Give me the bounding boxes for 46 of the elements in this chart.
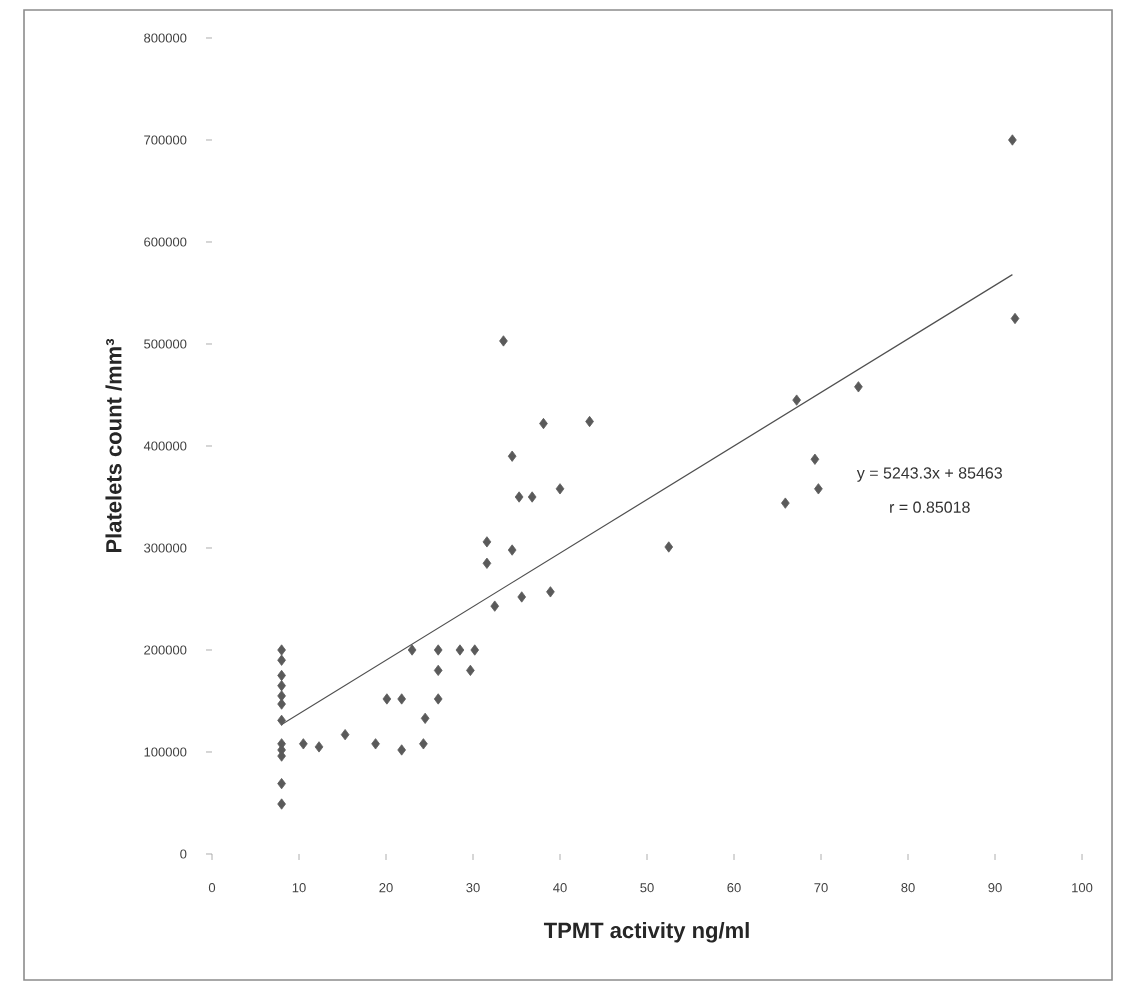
point [299,738,308,750]
point [490,600,500,612]
point [482,557,492,569]
y-axis-title: Platelets count /mm³ [105,338,122,553]
point [314,741,324,753]
point [277,714,286,726]
point [1010,312,1020,325]
point [382,693,392,705]
point [433,693,443,705]
point [664,541,674,553]
point [854,381,863,393]
point [277,680,286,692]
point [277,778,286,790]
point [466,664,475,676]
point [340,729,350,741]
point [507,450,517,462]
point [792,394,801,406]
point [407,644,417,656]
point [517,591,527,603]
point [277,798,286,810]
point [397,744,406,756]
point [546,586,555,598]
point [455,644,465,656]
point [814,483,823,495]
point [420,712,430,724]
point [527,491,537,503]
point [482,536,492,548]
point [433,644,443,656]
point [277,644,286,656]
annotation: y = 5243.3x + 85463 [856,467,1002,482]
point [470,644,480,656]
point [810,453,820,465]
point [1008,134,1017,146]
annotation: r = 0.85018 [890,501,970,513]
point [555,483,565,495]
point [397,693,406,705]
point [277,654,286,666]
point [499,335,508,347]
point [277,698,286,710]
point [371,738,380,750]
point [419,738,428,750]
x-axis-title: TPMT activity ng/ml [543,922,749,943]
point [507,544,517,556]
point [781,497,790,509]
point [433,664,443,676]
point [514,491,524,503]
